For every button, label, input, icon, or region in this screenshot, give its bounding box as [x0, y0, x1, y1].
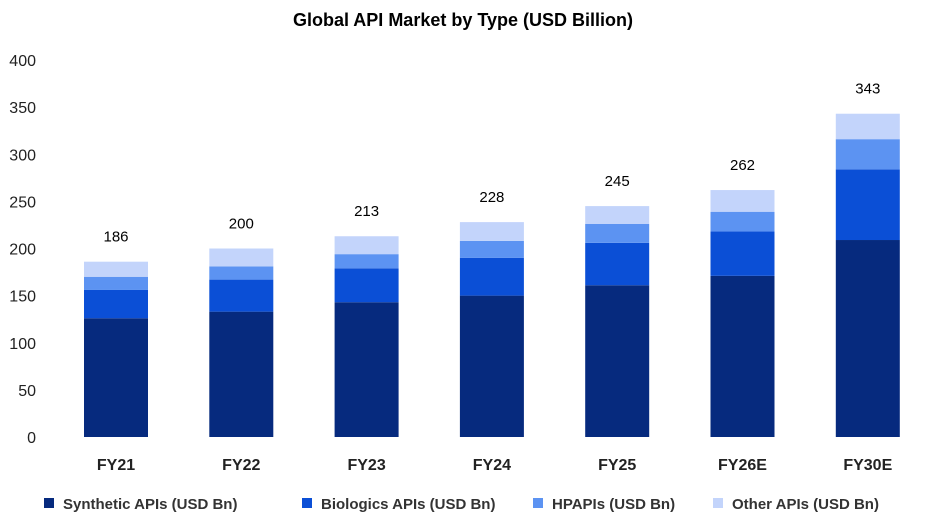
bars — [84, 113, 900, 437]
bar-segment — [334, 268, 399, 303]
bar-segment — [459, 240, 524, 258]
bar-segment — [334, 236, 399, 255]
total-label: 343 — [855, 81, 880, 98]
x-tick-label: FY24 — [473, 457, 511, 474]
y-tick-label: 150 — [9, 289, 36, 306]
bar-segment — [209, 279, 274, 312]
bar-segment — [334, 254, 399, 269]
total-label: 228 — [479, 189, 504, 206]
bar-segment — [84, 276, 148, 290]
bar-segment — [459, 295, 524, 437]
bar-segment — [710, 231, 775, 276]
bar-segment — [710, 211, 775, 232]
total-label: 262 — [730, 157, 755, 174]
legend: Synthetic APIs (USD Bn) Biologics APIs (U… — [44, 496, 879, 513]
legend-label: Biologics APIs (USD Bn) — [321, 496, 495, 513]
total-labels: 186 200 213 228 245 262 343 — [103, 81, 880, 246]
bar-segment — [585, 285, 650, 437]
x-tick-label: FY30E — [843, 457, 892, 474]
x-tick-label: FY25 — [598, 457, 636, 474]
bar-segment — [835, 240, 900, 437]
legend-swatch — [44, 498, 54, 508]
bar-segment — [84, 318, 148, 437]
y-tick-label: 50 — [18, 383, 36, 400]
legend-swatch — [302, 498, 312, 508]
bar-segment — [334, 302, 399, 437]
x-tick-label: FY23 — [347, 457, 385, 474]
x-tick-label: FY21 — [97, 457, 135, 474]
legend-label: HPAPIs (USD Bn) — [552, 496, 675, 513]
chart-title: Global API Market by Type (USD Billion) — [293, 10, 633, 30]
total-label: 186 — [103, 229, 128, 246]
total-label: 213 — [354, 203, 379, 220]
bar-segment — [459, 222, 524, 241]
total-label: 200 — [229, 216, 254, 233]
y-tick-label: 100 — [9, 336, 36, 353]
bar-segment — [585, 206, 650, 224]
legend-swatch — [713, 498, 723, 508]
y-tick-label: 250 — [9, 194, 36, 211]
y-axis: 0 50 100 150 200 250 300 350 400 — [9, 53, 36, 447]
legend-label: Synthetic APIs (USD Bn) — [63, 496, 237, 513]
x-tick-label: FY26E — [718, 457, 767, 474]
y-tick-label: 0 — [27, 430, 36, 447]
y-tick-label: 200 — [9, 242, 36, 259]
bar-segment — [835, 139, 900, 170]
y-tick-label: 350 — [9, 100, 36, 117]
bar-segment — [835, 113, 900, 140]
bar-segment — [84, 289, 148, 319]
bar-segment — [585, 242, 650, 286]
legend-item: Other APIs (USD Bn) — [713, 496, 879, 513]
legend-item: Biologics APIs (USD Bn) — [302, 496, 495, 513]
bar-segment — [459, 257, 524, 296]
bar-segment — [209, 266, 274, 280]
x-axis: FY21 FY22 FY23 FY24 FY25 FY26E FY30E — [97, 457, 893, 474]
bar-segment — [710, 275, 775, 437]
legend-swatch — [533, 498, 543, 508]
bar-segment — [209, 248, 274, 267]
bar-segment — [710, 190, 775, 212]
legend-label: Other APIs (USD Bn) — [732, 496, 879, 513]
y-tick-label: 400 — [9, 53, 36, 70]
y-tick-label: 300 — [9, 147, 36, 164]
bar-segment — [209, 311, 274, 437]
bar-segment — [585, 223, 650, 243]
bar-segment — [835, 169, 900, 241]
legend-item: HPAPIs (USD Bn) — [533, 496, 675, 513]
total-label: 245 — [605, 173, 630, 190]
bar-segment — [84, 261, 148, 277]
legend-item: Synthetic APIs (USD Bn) — [44, 496, 237, 513]
x-tick-label: FY22 — [222, 457, 260, 474]
